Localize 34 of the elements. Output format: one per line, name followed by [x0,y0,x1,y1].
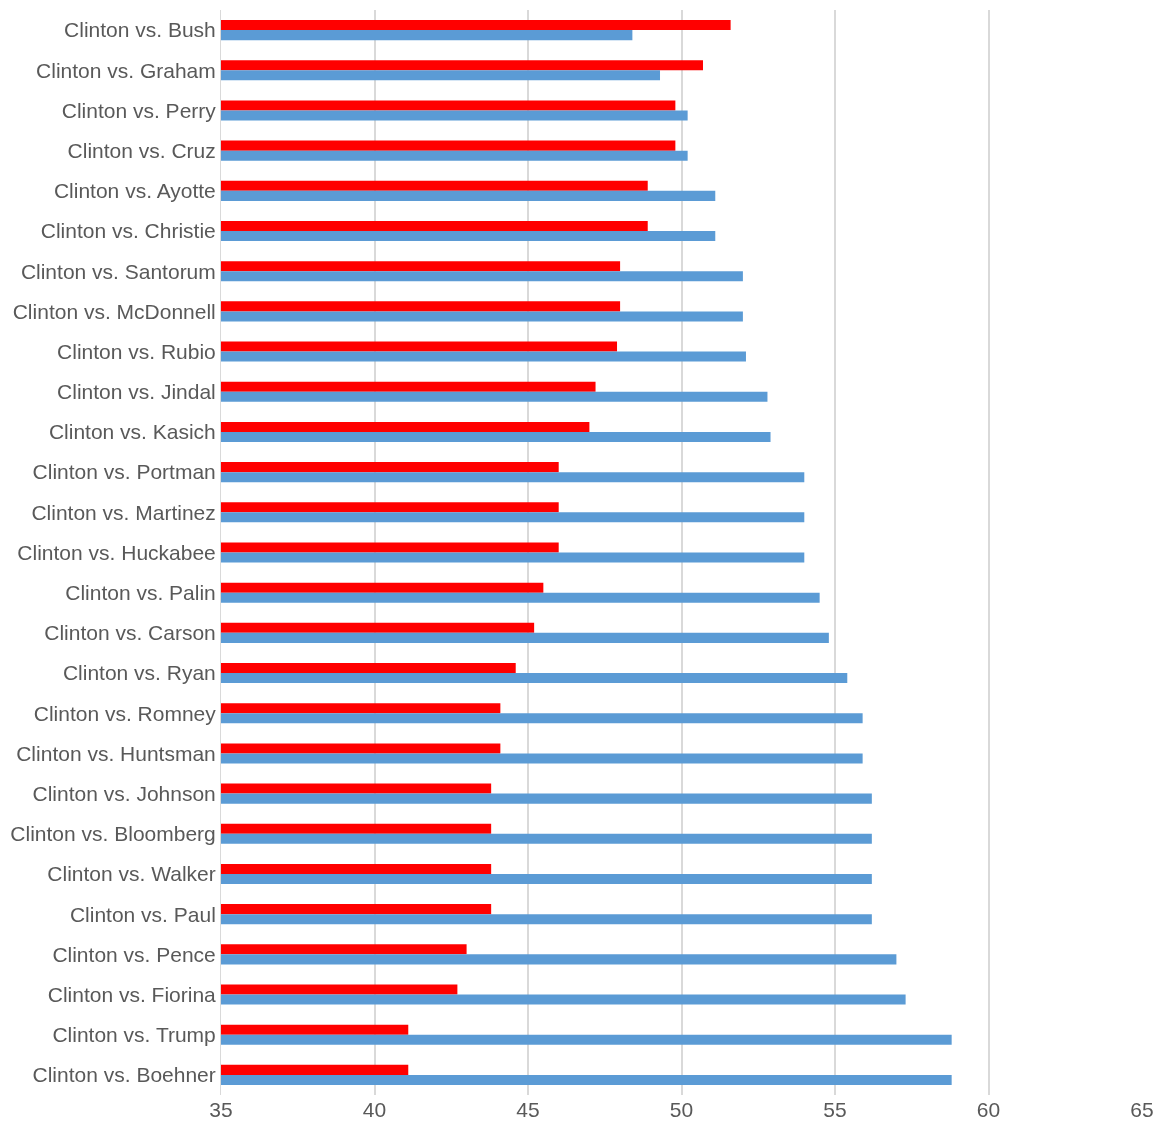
y-tick-label: Clinton vs. Perry [61,98,217,122]
y-tick-label: Clinton vs. Christie [40,219,216,243]
y-tick-label: Clinton vs. Paul [69,902,216,926]
y-tick-label: Clinton vs. Trump [52,1023,216,1047]
y-tick-label: Clinton vs. Jindal [57,380,216,404]
x-tick-label: 60 [976,1098,1001,1121]
y-tick-label: Clinton vs. Ayotte [53,179,216,203]
y-tick-label: Clinton vs. Pence [52,942,216,966]
y-tick-label: Clinton vs. Portman [32,460,216,484]
y-tick-label: Clinton vs. Fiorina [47,982,217,1006]
y-tick-label: Clinton vs. Santorum [20,259,216,283]
y-tick-label: Clinton vs. Romney [33,701,217,725]
x-tick-label: 35 [209,1098,233,1121]
y-tick-label: Clinton vs. Huntsman [16,741,216,765]
y-tick-label: Clinton vs. Boehner [32,1063,216,1087]
y-tick-label: Clinton vs. Palin [65,581,216,605]
y-tick-label: Clinton vs. Carson [44,621,216,645]
y-tick-label: Clinton vs. Huckabee [17,540,216,564]
x-tick-label: 40 [362,1098,387,1121]
y-tick-label: Clinton vs. Ryan [62,661,216,685]
y-tick-label: Clinton vs. Bloomberg [10,822,216,846]
y-tick-label: Clinton vs. Rubio [57,339,216,363]
y-tick-label: Clinton vs. Kasich [48,420,216,444]
y-tick-label: Clinton vs. Martinez [31,500,216,524]
x-tick-label: 45 [516,1098,540,1121]
y-tick-label: Clinton vs. Graham [36,58,216,82]
x-tick-label: 55 [823,1098,847,1121]
y-tick-label: Clinton vs. Bush [64,18,216,42]
y-tick-label: Clinton vs. McDonnell [12,299,216,323]
y-tick-label: Clinton vs. Johnson [32,781,216,805]
x-tick-label: 65 [1130,1098,1154,1121]
y-tick-label: Clinton vs. Walker [47,862,216,886]
x-tick-label: 50 [669,1098,694,1121]
y-tick-label: Clinton vs. Cruz [67,139,216,162]
